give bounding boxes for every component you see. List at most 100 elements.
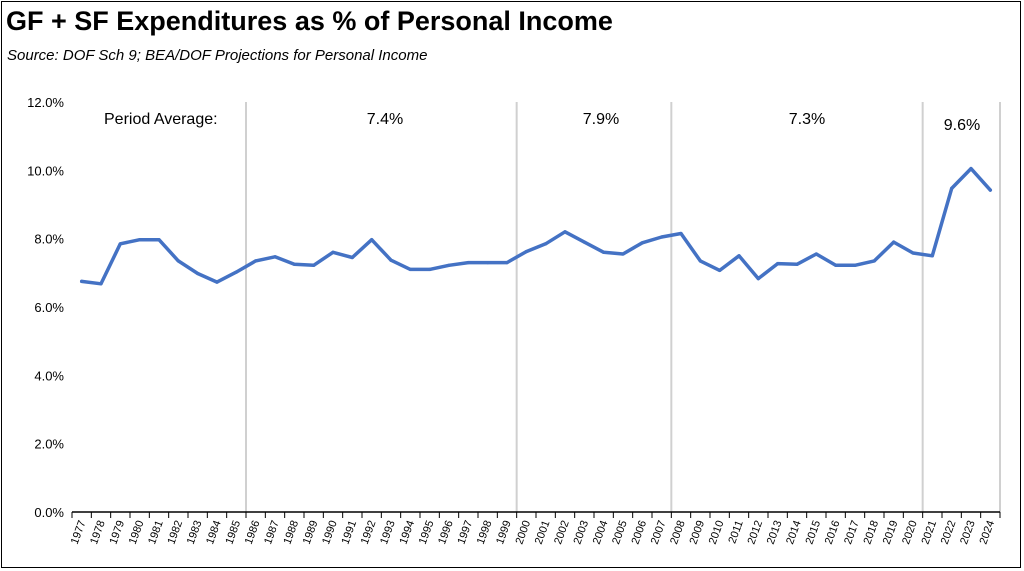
x-tick-label: 1983: [185, 519, 205, 546]
y-tick-label: 8.0%: [34, 232, 64, 247]
data-point: [776, 262, 780, 266]
x-tick-label: 2001: [533, 519, 553, 546]
data-point: [950, 186, 954, 190]
x-tick-label: 1988: [282, 519, 302, 546]
data-point: [795, 262, 799, 266]
annotations: Period Average: 7.4% 7.9% 7.3% 9.6%: [104, 111, 980, 134]
data-point: [370, 238, 374, 242]
data-point: [312, 263, 316, 267]
x-tick-label: 2010: [707, 519, 727, 546]
data-point: [621, 252, 625, 256]
data-point: [80, 279, 84, 283]
data-point: [602, 250, 606, 254]
x-tick-label: 1993: [378, 519, 398, 546]
period-average-label: Period Average:: [104, 111, 218, 128]
data-point: [853, 263, 857, 267]
data-point: [466, 261, 470, 265]
data-point: [988, 188, 992, 192]
x-tick-label: 1994: [398, 519, 418, 546]
y-tick-label: 12.0%: [27, 95, 64, 110]
x-tick-label: 1987: [262, 519, 282, 546]
period-average-3: 7.3%: [789, 111, 825, 128]
y-tick-label: 6.0%: [34, 300, 64, 315]
data-point: [138, 238, 142, 242]
data-point: [544, 242, 548, 246]
data-point: [486, 261, 490, 265]
x-tick-label: 1990: [320, 519, 340, 546]
data-point: [331, 250, 335, 254]
chart-title: GF + SF Expenditures as % of Personal In…: [6, 6, 613, 36]
data-point: [215, 280, 219, 284]
data-point: [911, 251, 915, 255]
period-dividers: [245, 102, 1001, 512]
data-point: [408, 267, 412, 271]
data-point: [582, 240, 586, 244]
x-tick-label: 2009: [688, 519, 708, 546]
x-axis-ticks: 1977 1978 1979 1980 1981 1982 1983 1984 1985 1986…: [69, 512, 1001, 546]
x-tick-label: 2019: [881, 519, 901, 546]
data-point: [892, 240, 896, 244]
data-point: [234, 270, 238, 274]
x-tick-label: 2015: [804, 519, 824, 546]
data-point: [814, 252, 818, 256]
x-tick-label: 2003: [572, 519, 592, 546]
x-tick-label: 2024: [978, 519, 998, 546]
data-point: [447, 263, 451, 267]
data-point: [273, 255, 277, 259]
x-tick-label: 2018: [862, 519, 882, 546]
x-tick-label: 2023: [958, 519, 978, 546]
x-tick-label: 1978: [88, 519, 108, 546]
x-tick-label: 2017: [842, 519, 862, 546]
data-point: [834, 263, 838, 267]
x-tick-label: 1986: [243, 519, 263, 546]
data-point: [563, 230, 567, 234]
x-tick-label: 2021: [920, 519, 940, 546]
period-average-1: 7.4%: [367, 111, 403, 128]
x-tick-label: 2005: [610, 519, 630, 546]
data-point: [872, 259, 876, 263]
y-tick-label: 2.0%: [34, 437, 64, 452]
x-tick-label: 2011: [726, 519, 745, 545]
data-point: [99, 282, 103, 286]
x-tick-label: 1980: [127, 519, 147, 546]
data-point: [640, 241, 644, 245]
x-tick-label: 2002: [552, 519, 572, 546]
x-tick-label: 1991: [340, 519, 360, 546]
data-point: [389, 258, 393, 262]
series-line: [79, 166, 993, 286]
x-tick-label: 1999: [494, 519, 514, 546]
y-axis-ticks: 0.0% 2.0% 4.0% 6.0% 8.0% 10.0% 12.0%: [27, 95, 64, 520]
period-average-2: 7.9%: [583, 111, 619, 128]
data-point: [718, 268, 722, 272]
data-point: [292, 262, 296, 266]
data-point: [350, 255, 354, 260]
x-tick-label: 1985: [224, 519, 244, 546]
data-point: [930, 254, 934, 258]
data-point: [660, 235, 664, 239]
x-tick-label: 1984: [204, 519, 224, 546]
data-point: [176, 259, 180, 263]
x-tick-label: 1979: [108, 519, 128, 546]
x-tick-label: 1998: [475, 519, 495, 546]
period-average-4: 9.6%: [944, 117, 980, 134]
x-tick-label: 1977: [69, 519, 89, 546]
data-point: [524, 250, 528, 254]
data-point: [756, 277, 760, 281]
x-tick-label: 2007: [649, 519, 669, 546]
x-tick-label: 2004: [591, 519, 611, 546]
x-tick-label: 2014: [784, 519, 804, 546]
x-tick-label: 1992: [359, 519, 379, 546]
data-point: [737, 254, 741, 258]
data-point: [118, 242, 122, 246]
data-point: [157, 238, 161, 242]
y-tick-label: 0.0%: [34, 505, 64, 520]
y-tick-label: 10.0%: [27, 163, 64, 178]
data-point: [698, 259, 702, 263]
x-tick-label: 1989: [301, 519, 321, 546]
data-point: [505, 261, 509, 265]
series-layer: [79, 166, 993, 286]
x-tick-label: 2016: [823, 519, 843, 546]
y-tick-label: 4.0%: [34, 368, 64, 383]
